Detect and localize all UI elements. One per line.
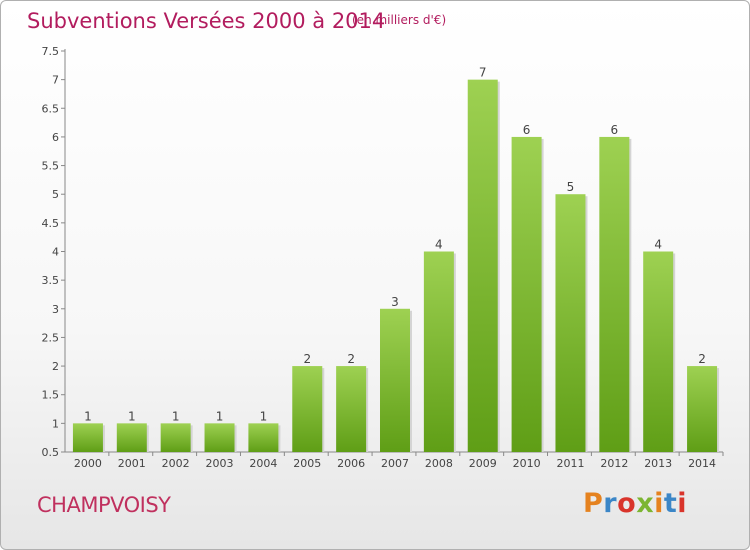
x-tick-label: 2003 [206,457,234,470]
bar-2014 [687,366,718,452]
y-tick-label: 1.5 [42,389,60,402]
bar-2010 [511,136,542,452]
x-tick-label: 2012 [600,457,628,470]
bar-value-label: 1 [128,409,136,423]
x-tick-label: 2001 [118,457,146,470]
bar-2001 [116,423,147,452]
bar-2006 [336,366,367,452]
x-tick-label: 2014 [688,457,716,470]
logo-letter: i [654,488,664,519]
commune-name: CHAMPVOISY [37,493,171,517]
x-tick-label: 2005 [293,457,321,470]
bar-value-label: 6 [611,123,619,137]
y-tick-label: 5.5 [42,160,60,173]
bar-value-label: 7 [479,66,487,80]
bar-2013 [643,251,674,452]
x-tick-label: 2006 [337,457,365,470]
x-tick-label: 2000 [74,457,102,470]
y-tick-label: 7.5 [42,45,60,58]
x-tick-label: 2010 [513,457,541,470]
y-axis-ticks: 0.5 1 1.5 2 2.5 3 3.5 4 4.5 5 5.5 6 6.5 7 7.5 [42,45,65,459]
bar-value-label: 3 [391,295,399,309]
bar-value-label: 1 [260,409,268,423]
bar-value-label: 6 [523,123,531,137]
bar-value-label: 1 [216,409,224,423]
bar-value-label: 2 [698,352,706,366]
bar-2009 [467,79,498,453]
bar-value-label: 2 [303,352,311,366]
y-tick-label: 2.5 [42,331,60,344]
bar-value-label: 4 [654,238,662,252]
x-tick-label: 2002 [162,457,190,470]
logo-letter: x [636,488,655,519]
logo-letter: i [677,488,688,519]
bar-2003 [204,423,235,452]
bar-value-label: 2 [347,352,355,366]
bar-2002 [160,423,191,452]
x-tick-label: 2009 [469,457,497,470]
logo-letter: P [583,488,604,519]
y-tick-label: 4.5 [42,217,60,230]
bar-2004 [248,423,279,452]
y-tick-label: 1 [52,417,59,430]
bar-value-label: 1 [84,409,92,423]
bar-2008 [423,251,454,452]
chart-unit: (en milliers d'€) [352,13,447,27]
logo-letter: t [663,488,678,519]
y-tick-label: 6.5 [42,102,60,115]
y-tick-label: 5 [52,188,59,201]
x-tick-label: 2011 [556,457,584,470]
bars-group: 1 1 1 1 1 2 2 3 4 7 6 5 6 4 2 [72,66,720,453]
y-tick-label: 4 [52,246,59,259]
x-tick-label: 2008 [425,457,453,470]
y-tick-label: 3 [52,303,59,316]
y-tick-label: 7 [52,74,59,87]
chart-title: Subventions Versées 2000 à 2014 [27,9,386,33]
x-tick-label: 2013 [644,457,672,470]
x-tick-label: 2004 [249,457,277,470]
proxiti-logo: Proxiti [583,488,687,519]
bar-value-label: 1 [172,409,180,423]
x-axis-ticks: 2000 2001 2002 2003 2004 2005 2006 2007 2008 2009… [74,452,724,470]
bar-value-label: 4 [435,238,443,252]
bar-2005 [292,366,323,452]
y-tick-label: 3.5 [42,274,60,287]
logo-letter: o [617,488,637,519]
y-tick-label: 0.5 [42,446,60,459]
bar-2007 [380,308,410,452]
bar-2000 [72,423,103,452]
bar-2012 [599,136,630,452]
x-tick-label: 2007 [381,457,409,470]
y-tick-label: 6 [52,131,59,144]
bar-2011 [555,194,586,452]
logo-letter: r [603,488,618,519]
bar-value-label: 5 [567,180,575,194]
y-tick-label: 2 [52,360,59,373]
